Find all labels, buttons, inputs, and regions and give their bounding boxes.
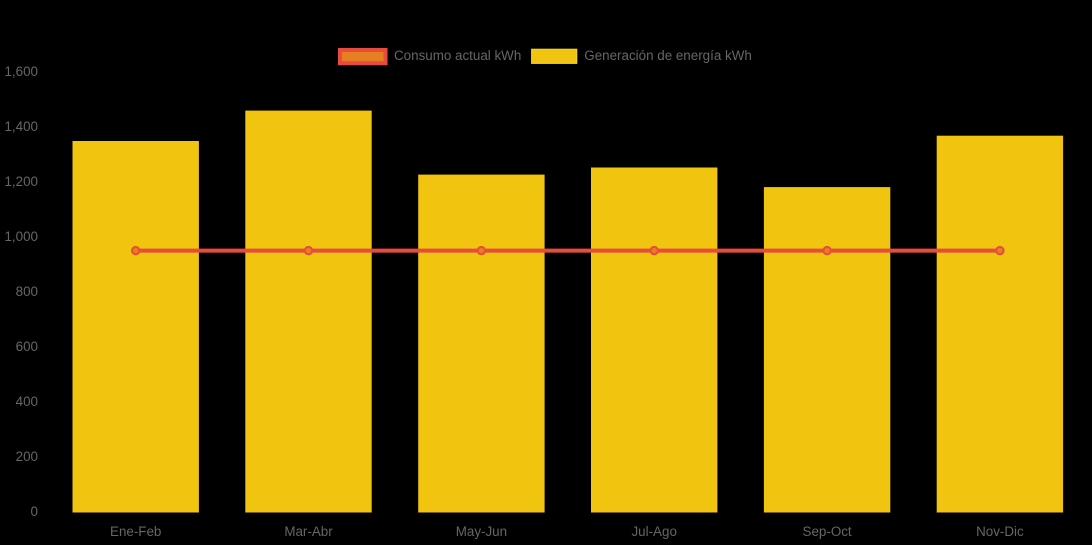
svg-text:600: 600 [16, 339, 38, 354]
svg-text:Sep-Oct: Sep-Oct [803, 524, 852, 539]
svg-text:400: 400 [16, 394, 38, 409]
svg-text:Jul-Ago: Jul-Ago [631, 524, 676, 539]
svg-text:Generación de energía kWh: Generación de energía kWh [584, 48, 751, 63]
svg-text:1,600: 1,600 [4, 64, 38, 79]
svg-text:200: 200 [16, 449, 38, 464]
svg-text:1,400: 1,400 [4, 119, 38, 134]
svg-text:1,200: 1,200 [4, 174, 38, 189]
svg-text:1,000: 1,000 [4, 229, 38, 244]
svg-text:800: 800 [16, 284, 38, 299]
svg-text:Ene-Feb: Ene-Feb [110, 524, 161, 539]
svg-text:May-Jun: May-Jun [456, 524, 507, 539]
svg-text:Mar-Abr: Mar-Abr [284, 524, 333, 539]
svg-text:Nov-Dic: Nov-Dic [976, 524, 1024, 539]
svg-text:Consumo actual kWh: Consumo actual kWh [394, 48, 521, 63]
svg-text:0: 0 [31, 504, 38, 519]
